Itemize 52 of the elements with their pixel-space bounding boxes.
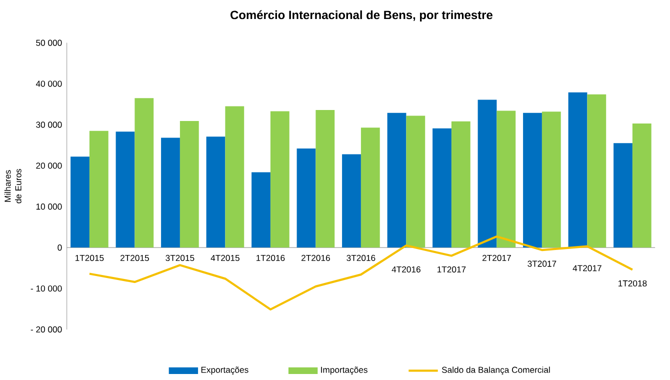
- x-tick-label: 1T2017: [437, 266, 466, 272]
- bar: [296, 148, 316, 248]
- bar: [116, 132, 135, 248]
- legend-label: Saldo da Balança Comercial: [442, 366, 550, 375]
- bar: [89, 130, 108, 248]
- x-tick-label: 3T2015: [166, 254, 194, 261]
- x-tick-label: 1T2015: [75, 254, 104, 261]
- bar: [206, 136, 226, 248]
- chart-title: Comércio Internacional de Bens, por trimestre: [230, 10, 492, 22]
- y-tick-label: 20 000: [36, 162, 62, 169]
- bar: [632, 123, 652, 248]
- bar: [614, 143, 632, 248]
- x-tick-label: 4T2015: [210, 254, 240, 261]
- x-tick-label: 3T2017: [528, 260, 556, 267]
- bar: [161, 138, 180, 248]
- y-tick-label: - 10 000: [30, 285, 62, 292]
- bar: [478, 100, 497, 248]
- bar: [587, 94, 606, 248]
- y-tick-label: 30 000: [36, 122, 62, 128]
- x-tick-label: 1T2016: [256, 254, 285, 261]
- x-tick-label: 1T2018: [618, 280, 647, 286]
- bar: [360, 128, 380, 248]
- bar: [568, 92, 588, 248]
- y-tick-label: - 20 000: [30, 326, 62, 332]
- bar: [316, 110, 335, 248]
- legend-label: Exportações: [201, 366, 248, 375]
- bar: [252, 172, 270, 248]
- bar: [523, 112, 542, 248]
- bar: [387, 112, 406, 248]
- bar: [225, 106, 244, 248]
- x-tick-label: 4T2016: [392, 266, 420, 272]
- bar: [542, 112, 561, 248]
- bar: [270, 111, 290, 248]
- bar: [134, 98, 154, 248]
- y-tick-label: 10 000: [36, 204, 62, 210]
- y-tick-label: 40 000: [36, 80, 62, 87]
- x-tick-label: 2T2017: [482, 254, 511, 261]
- legend-label: Importações: [321, 366, 368, 375]
- x-tick-label: 2T2015: [120, 254, 149, 261]
- x-tick-label: 2T2016: [302, 254, 330, 261]
- bar: [451, 121, 470, 248]
- x-tick-label: 4T2017: [572, 265, 602, 272]
- bar: [432, 128, 452, 248]
- y-tick-label: 0: [58, 244, 62, 251]
- y-tick-label: 50 000: [36, 40, 62, 46]
- bar: [496, 110, 516, 248]
- x-tick-label: 3T2016: [346, 254, 376, 261]
- bar: [342, 154, 361, 248]
- bar: [180, 120, 199, 248]
- y-axis-title: Milhares de Euros: [4, 168, 22, 204]
- bar: [406, 116, 426, 248]
- bar: [70, 156, 90, 248]
